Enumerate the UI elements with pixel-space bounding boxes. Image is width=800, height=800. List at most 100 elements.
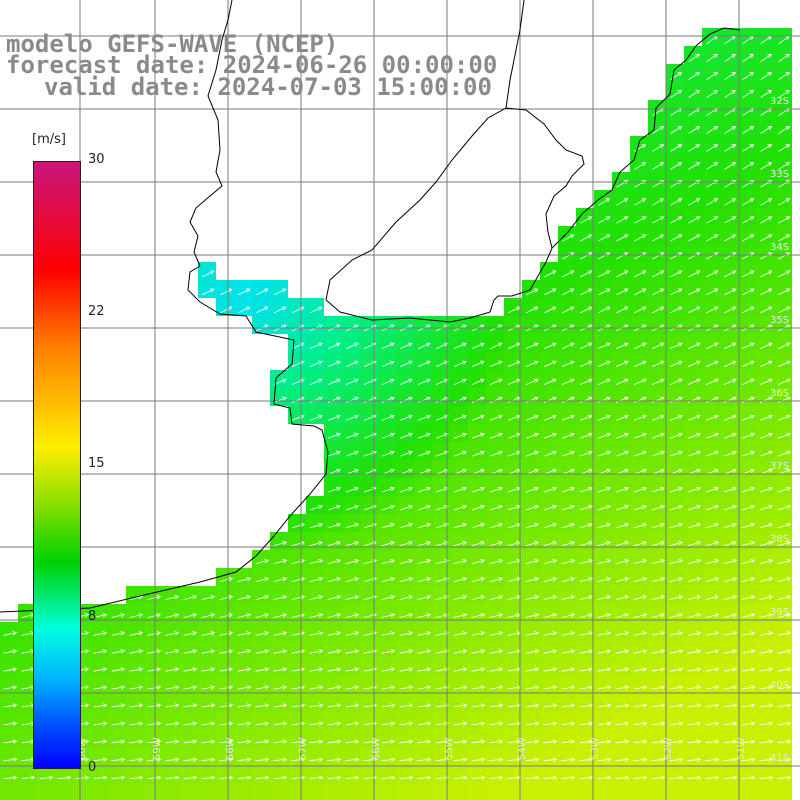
wind-speed-cell: [540, 658, 558, 676]
wind-speed-cell: [774, 280, 792, 298]
wind-arrow: [489, 432, 503, 439]
wind-arrow: [453, 775, 468, 780]
wind-arrow: [237, 631, 252, 636]
wind-speed-cell: [342, 604, 360, 622]
wind-arrow: [237, 667, 252, 672]
wind-arrow: [579, 522, 594, 529]
wind-speed-cell: [540, 280, 558, 298]
wind-speed-cell: [360, 586, 378, 604]
wind-arrow: [399, 631, 414, 636]
wind-speed-cell: [234, 658, 252, 676]
wind-speed-cell: [324, 388, 342, 406]
wind-speed-cell: [630, 424, 648, 442]
wind-arrow: [201, 631, 216, 636]
wind-speed-cell: [306, 694, 324, 712]
wind-speed-cell: [738, 694, 756, 712]
wind-speed-cell: [576, 316, 594, 334]
wind-speed-cell: [684, 496, 702, 514]
wind-speed-cell: [702, 622, 720, 640]
wind-arrow: [381, 540, 395, 547]
wind-arrow: [543, 432, 557, 439]
wind-speed-cell: [270, 316, 288, 334]
wind-speed-cell: [126, 676, 144, 694]
wind-speed-cell: [252, 550, 270, 568]
wind-arrow: [489, 540, 503, 547]
wind-speed-cell: [522, 478, 540, 496]
wind-speed-cell: [702, 604, 720, 622]
wind-speed-cell: [666, 244, 684, 262]
wind-arrow: [201, 703, 216, 708]
wind-arrow: [417, 414, 431, 421]
wind-speed-cell: [234, 604, 252, 622]
wind-arrow: [741, 703, 756, 708]
wind-speed-cell: [468, 424, 486, 442]
wind-arrow: [741, 631, 756, 636]
wind-speed-cell: [576, 496, 594, 514]
wind-arrow: [777, 468, 791, 475]
wind-speed-cell: [414, 388, 432, 406]
wind-speed-cell: [252, 784, 270, 800]
wind-speed-cell: [450, 766, 468, 784]
wind-arrow: [291, 613, 306, 618]
wind-speed-cell: [0, 784, 18, 800]
wind-arrow: [598, 288, 611, 296]
longitude-label: 59W: [152, 737, 163, 760]
wind-arrow: [597, 414, 611, 421]
wind-arrow: [778, 216, 791, 224]
wind-arrow: [399, 360, 413, 367]
wind-speed-cell: [414, 442, 432, 460]
wind-arrow: [741, 558, 756, 565]
wind-speed-cell: [684, 676, 702, 694]
wind-arrow: [670, 198, 683, 206]
wind-speed-cell: [702, 442, 720, 460]
wind-arrow: [435, 540, 449, 547]
wind-speed-cell: [252, 658, 270, 676]
wind-arrow: [688, 53, 700, 63]
wind-arrow: [561, 504, 576, 511]
wind-arrow: [724, 306, 737, 314]
wind-speed-cell: [684, 514, 702, 532]
wind-arrow: [687, 522, 702, 529]
wind-speed-cell: [360, 676, 378, 694]
wind-speed-cell: [450, 388, 468, 406]
wind-speed-cell: [504, 694, 522, 712]
wind-speed-cell: [360, 424, 378, 442]
wind-speed-cell: [504, 298, 522, 316]
wind-arrow: [597, 757, 612, 762]
wind-arrow: [562, 270, 575, 278]
wind-speed-cell: [630, 388, 648, 406]
wind-speed-cell: [684, 226, 702, 244]
wind-arrow: [633, 613, 648, 618]
wind-arrow: [543, 378, 557, 385]
wind-speed-cell: [702, 28, 720, 46]
wind-arrow: [291, 757, 306, 762]
wind-arrow: [471, 685, 486, 690]
wind-arrow: [291, 558, 306, 565]
wind-speed-cell: [486, 352, 504, 370]
wind-speed-cell: [558, 424, 576, 442]
wind-speed-cell: [630, 784, 648, 800]
wind-speed-cell: [576, 622, 594, 640]
wind-speed-cell: [684, 280, 702, 298]
wind-arrow: [759, 486, 773, 493]
wind-speed-cell: [486, 730, 504, 748]
wind-speed-cell: [576, 766, 594, 784]
wind-speed-cell: [234, 730, 252, 748]
wind-arrow: [777, 504, 792, 511]
wind-arrow: [435, 685, 450, 690]
wind-arrow: [525, 360, 539, 367]
wind-arrow: [129, 757, 144, 762]
wind-speed-cell: [702, 748, 720, 766]
wind-arrow: [778, 144, 791, 152]
wind-speed-cell: [630, 748, 648, 766]
wind-speed-cell: [198, 694, 216, 712]
wind-arrow: [615, 613, 630, 618]
wind-arrow: [652, 306, 665, 314]
wind-speed-cell: [504, 550, 522, 568]
wind-speed-cell: [738, 262, 756, 280]
wind-arrow: [633, 414, 647, 421]
wind-speed-cell: [522, 568, 540, 586]
wind-arrow: [723, 739, 738, 744]
wind-speed-cell: [324, 352, 342, 370]
wind-speed-cell: [468, 460, 486, 478]
